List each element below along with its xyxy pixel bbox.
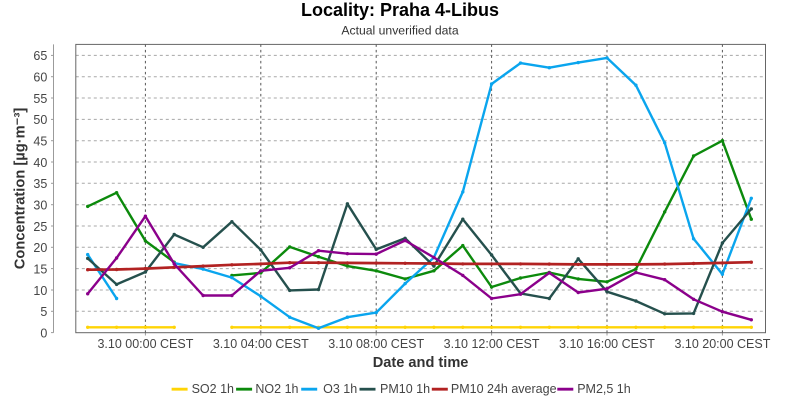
- svg-text:O3 1h: O3 1h: [323, 382, 357, 396]
- svg-text:5: 5: [40, 305, 47, 319]
- svg-text:3.10 20:00 CEST: 3.10 20:00 CEST: [674, 337, 770, 351]
- svg-text:Actual unverified data: Actual unverified data: [341, 24, 458, 38]
- svg-text:3.10 12:00 CEST: 3.10 12:00 CEST: [444, 337, 540, 351]
- svg-text:3.10 16:00 CEST: 3.10 16:00 CEST: [559, 337, 655, 351]
- svg-text:45: 45: [33, 135, 47, 149]
- svg-text:35: 35: [33, 177, 47, 191]
- svg-text:25: 25: [33, 220, 47, 234]
- svg-text:30: 30: [33, 199, 47, 213]
- svg-text:Concentration [µg·m⁻³]: Concentration [µg·m⁻³]: [13, 108, 29, 270]
- svg-text:20: 20: [33, 241, 47, 255]
- svg-text:PM10 24h average: PM10 24h average: [451, 382, 557, 396]
- svg-text:3.10 00:00 CEST: 3.10 00:00 CEST: [97, 337, 193, 351]
- svg-text:55: 55: [33, 92, 47, 106]
- svg-text:SO2 1h: SO2 1h: [192, 382, 234, 396]
- svg-text:0: 0: [40, 326, 47, 340]
- svg-text:15: 15: [33, 262, 47, 276]
- svg-text:PM2,5 1h: PM2,5 1h: [577, 382, 631, 396]
- svg-text:60: 60: [33, 71, 47, 85]
- svg-text:Date and time: Date and time: [373, 355, 469, 371]
- svg-text:10: 10: [33, 284, 47, 298]
- svg-text:NO2 1h: NO2 1h: [255, 382, 298, 396]
- svg-text:50: 50: [33, 113, 47, 127]
- svg-text:65: 65: [33, 49, 47, 63]
- svg-text:40: 40: [33, 156, 47, 170]
- svg-text:Locality: Praha 4-Libus: Locality: Praha 4-Libus: [301, 0, 499, 20]
- svg-text:3.10 04:00 CEST: 3.10 04:00 CEST: [213, 337, 309, 351]
- svg-text:3.10 08:00 CEST: 3.10 08:00 CEST: [328, 337, 424, 351]
- svg-text:PM10 1h: PM10 1h: [380, 382, 430, 396]
